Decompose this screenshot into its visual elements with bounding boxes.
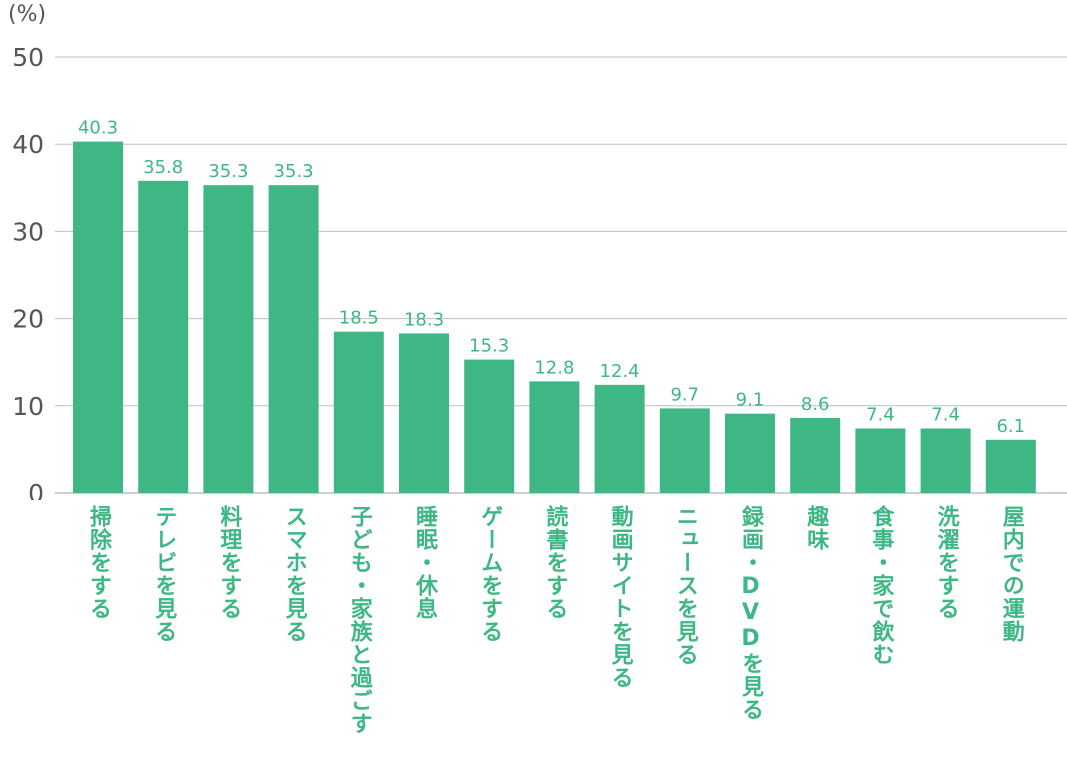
value-label: 9.1 [736,390,765,411]
value-label: 18.5 [339,308,379,329]
value-label: 40.3 [78,118,118,139]
value-label: 15.3 [469,336,509,357]
value-label: 9.7 [670,384,699,405]
value-label: 12.8 [534,357,574,378]
value-label: 35.3 [274,161,314,182]
y-tick-label: 40 [12,130,44,159]
category-label: 睡眠・休息 [412,505,437,620]
y-tick-label: 50 [12,43,44,72]
value-label: 8.6 [801,394,830,415]
value-label: 7.4 [866,404,895,425]
value-label: 35.8 [143,157,183,178]
bar [920,428,971,493]
value-label: 7.4 [931,404,960,425]
category-label: 子ども・家族と過ごす [346,505,372,735]
bar [985,439,1036,493]
bar [399,333,449,493]
bar [333,331,384,493]
category-label: 趣味 [803,505,829,551]
y-tick-label: 30 [12,217,44,246]
category-label: スマホを見る [281,505,307,643]
category-label: 洗濯をする [933,505,959,620]
category-label: 掃除をする [86,505,111,620]
y-tick-label: 10 [12,392,44,421]
bar [659,408,710,493]
category-label: 食事・家で飲む [868,505,894,666]
y-tick-label: 0 [28,479,44,500]
category-label: 屋内での運動 [998,505,1024,643]
bar [790,418,841,493]
bar [855,428,906,493]
bar [464,359,515,493]
value-label: 35.3 [208,161,248,182]
category-label: ゲームをする [477,505,503,643]
value-label: 12.4 [600,361,640,382]
y-axis-unit: (%) [8,2,47,27]
value-label: 18.3 [404,309,444,330]
category-label: 料理をする [216,505,242,620]
bar [73,141,123,494]
bar [725,413,775,493]
bar [138,180,189,493]
bar [529,381,580,493]
bar [203,185,254,493]
bar [594,384,645,493]
category-label: テレビを見る [151,505,177,643]
category-label: 読書をする [542,505,568,620]
y-tick-label: 20 [12,305,44,334]
bar-chart: 0 10 20 30 40 50 40.3 35.8 35.3 35.3 18.5 18.3 15.3 1… [12,43,1067,500]
bar [268,185,319,493]
value-label: 6.1 [996,416,1025,437]
category-label: ニュースを見る [672,505,698,666]
category-label: 動画サイトを見る [607,505,633,689]
category-label: 録画・DVDを見る [738,505,763,721]
